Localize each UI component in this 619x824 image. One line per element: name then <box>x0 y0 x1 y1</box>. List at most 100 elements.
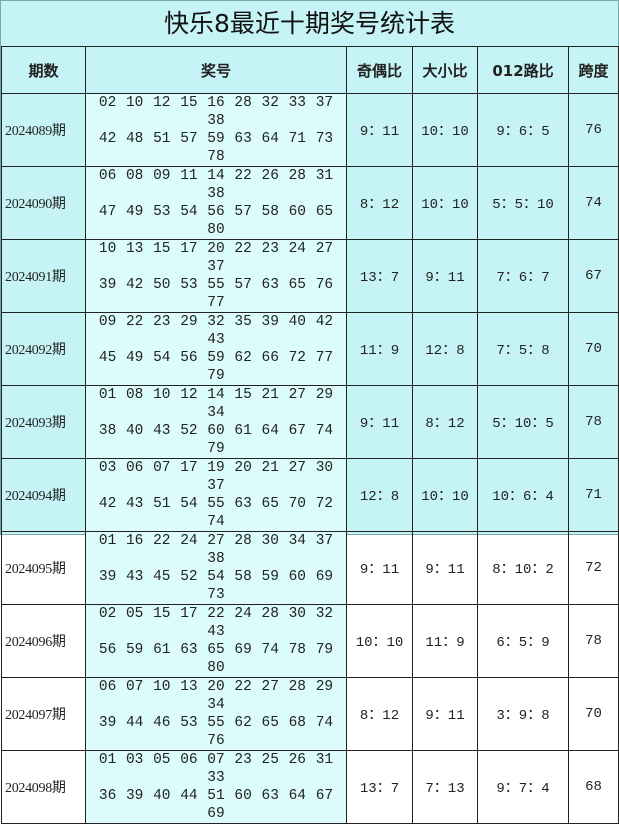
numbers-line: 10 13 15 17 20 22 23 24 27 37 <box>98 241 334 275</box>
table-row: 2024093期 01 08 10 12 14 15 21 27 29 34 38 … <box>1 385 619 459</box>
numbers-cell: 02 05 15 17 22 24 28 30 32 43 56 59 61 63… <box>85 604 347 678</box>
numbers-cell: 01 03 05 06 07 23 25 26 31 33 36 39 40 44… <box>85 750 347 824</box>
table-row: 2024092期 09 22 23 29 32 35 39 40 42 43 45 … <box>1 312 619 386</box>
numbers-line: 06 08 09 11 14 22 26 28 31 38 <box>98 168 334 202</box>
table-row: 2024098期 01 03 05 06 07 23 25 26 31 33 36 … <box>1 750 619 824</box>
big-small-cell: 7：13 <box>412 750 478 824</box>
numbers-line: 38 40 43 52 60 61 64 67 74 79 <box>98 423 334 457</box>
odd-even-cell: 10：10 <box>346 604 413 678</box>
table-row: 2024089期 02 10 12 15 16 28 32 33 37 38 42 … <box>1 93 619 167</box>
span-cell: 67 <box>568 239 619 313</box>
numbers-line: 02 10 12 15 16 28 32 33 37 38 <box>98 95 334 129</box>
numbers-line: 03 06 07 17 19 20 21 27 30 37 <box>98 460 334 494</box>
span-cell: 76 <box>568 93 619 167</box>
header-period: 期数 <box>1 46 86 94</box>
numbers-line: 02 05 15 17 22 24 28 30 32 43 <box>98 606 334 640</box>
odd-even-cell: 12：8 <box>346 458 413 532</box>
numbers-line: 47 49 53 54 56 57 58 60 65 80 <box>98 204 334 238</box>
numbers-cell: 01 16 22 24 27 28 30 34 37 38 39 43 45 52… <box>85 531 347 605</box>
stats-table: 期数 奖号 奇偶比 大小比 012路比 跨度 2024089期 02 10 12 … <box>1 46 619 824</box>
numbers-line: 42 43 51 54 55 63 65 70 72 74 <box>98 496 334 530</box>
header-road012: 012路比 <box>477 46 569 94</box>
road012-cell: 8：10：2 <box>477 531 569 605</box>
big-small-cell: 9：11 <box>412 677 478 751</box>
road012-cell: 7：5：8 <box>477 312 569 386</box>
numbers-line: 36 39 40 44 51 60 63 64 67 69 <box>98 788 334 822</box>
odd-even-cell: 9：11 <box>346 93 413 167</box>
table-row: 2024091期 10 13 15 17 20 22 23 24 27 37 39 … <box>1 239 619 313</box>
odd-even-cell: 11：9 <box>346 312 413 386</box>
road012-cell: 7：6：7 <box>477 239 569 313</box>
table-row: 2024090期 06 08 09 11 14 22 26 28 31 38 47 … <box>1 166 619 240</box>
header-row: 期数 奖号 奇偶比 大小比 012路比 跨度 <box>1 46 619 94</box>
numbers-cell: 09 22 23 29 32 35 39 40 42 43 45 49 54 56… <box>85 312 347 386</box>
period-cell: 2024090期 <box>1 166 86 240</box>
road012-cell: 6：5：9 <box>477 604 569 678</box>
span-cell: 70 <box>568 312 619 386</box>
span-cell: 78 <box>568 604 619 678</box>
odd-even-cell: 8：12 <box>346 166 413 240</box>
road012-cell: 3：9：8 <box>477 677 569 751</box>
big-small-cell: 11：9 <box>412 604 478 678</box>
numbers-line: 42 48 51 57 59 63 64 71 73 78 <box>98 131 334 165</box>
header-odd-even: 奇偶比 <box>346 46 413 94</box>
road012-cell: 5：10：5 <box>477 385 569 459</box>
period-cell: 2024093期 <box>1 385 86 459</box>
odd-even-cell: 13：7 <box>346 750 413 824</box>
numbers-line: 09 22 23 29 32 35 39 40 42 43 <box>98 314 334 348</box>
table-row: 2024094期 03 06 07 17 19 20 21 27 30 37 42 … <box>1 458 619 532</box>
header-span: 跨度 <box>568 46 619 94</box>
numbers-line: 01 16 22 24 27 28 30 34 37 38 <box>98 533 334 567</box>
numbers-line: 39 42 50 53 55 57 63 65 76 77 <box>98 277 334 311</box>
road012-cell: 10：6：4 <box>477 458 569 532</box>
span-cell: 78 <box>568 385 619 459</box>
period-cell: 2024098期 <box>1 750 86 824</box>
header-numbers: 奖号 <box>85 46 347 94</box>
odd-even-cell: 9：11 <box>346 531 413 605</box>
road012-cell: 9：6：5 <box>477 93 569 167</box>
table-row: 2024096期 02 05 15 17 22 24 28 30 32 43 56 … <box>1 604 619 678</box>
numbers-line: 01 08 10 12 14 15 21 27 29 34 <box>98 387 334 421</box>
span-cell: 72 <box>568 531 619 605</box>
big-small-cell: 9：11 <box>412 531 478 605</box>
numbers-line: 39 43 45 52 54 58 59 60 69 73 <box>98 569 334 603</box>
period-cell: 2024089期 <box>1 93 86 167</box>
odd-even-cell: 8：12 <box>346 677 413 751</box>
road012-cell: 5：5：10 <box>477 166 569 240</box>
table-row: 2024097期 06 07 10 13 20 22 27 28 29 34 39 … <box>1 677 619 751</box>
numbers-line: 06 07 10 13 20 22 27 28 29 34 <box>98 679 334 713</box>
span-cell: 74 <box>568 166 619 240</box>
span-cell: 68 <box>568 750 619 824</box>
numbers-line: 39 44 46 53 55 62 65 68 74 76 <box>98 715 334 749</box>
big-small-cell: 10：10 <box>412 93 478 167</box>
numbers-cell: 06 07 10 13 20 22 27 28 29 34 39 44 46 53… <box>85 677 347 751</box>
numbers-cell: 02 10 12 15 16 28 32 33 37 38 42 48 51 57… <box>85 93 347 167</box>
numbers-cell: 06 08 09 11 14 22 26 28 31 38 47 49 53 54… <box>85 166 347 240</box>
numbers-line: 01 03 05 06 07 23 25 26 31 33 <box>98 752 334 786</box>
big-small-cell: 10：10 <box>412 458 478 532</box>
big-small-cell: 9：11 <box>412 239 478 313</box>
period-cell: 2024092期 <box>1 312 86 386</box>
numbers-cell: 01 08 10 12 14 15 21 27 29 34 38 40 43 52… <box>85 385 347 459</box>
span-cell: 71 <box>568 458 619 532</box>
odd-even-cell: 9：11 <box>346 385 413 459</box>
big-small-cell: 12：8 <box>412 312 478 386</box>
numbers-cell: 10 13 15 17 20 22 23 24 27 37 39 42 50 53… <box>85 239 347 313</box>
numbers-cell: 03 06 07 17 19 20 21 27 30 37 42 43 51 54… <box>85 458 347 532</box>
table-title: 快乐8最近十期奖号统计表 <box>164 9 455 38</box>
header-big-small: 大小比 <box>412 46 478 94</box>
numbers-line: 45 49 54 56 59 62 66 72 77 79 <box>98 350 334 384</box>
span-cell: 70 <box>568 677 619 751</box>
period-cell: 2024096期 <box>1 604 86 678</box>
period-cell: 2024094期 <box>1 458 86 532</box>
big-small-cell: 10：10 <box>412 166 478 240</box>
period-cell: 2024097期 <box>1 677 86 751</box>
period-cell: 2024091期 <box>1 239 86 313</box>
road012-cell: 9：7：4 <box>477 750 569 824</box>
odd-even-cell: 13：7 <box>346 239 413 313</box>
table-row: 2024095期 01 16 22 24 27 28 30 34 37 38 39 … <box>1 531 619 605</box>
period-cell: 2024095期 <box>1 531 86 605</box>
big-small-cell: 8：12 <box>412 385 478 459</box>
numbers-line: 56 59 61 63 65 69 74 78 79 80 <box>98 642 334 676</box>
